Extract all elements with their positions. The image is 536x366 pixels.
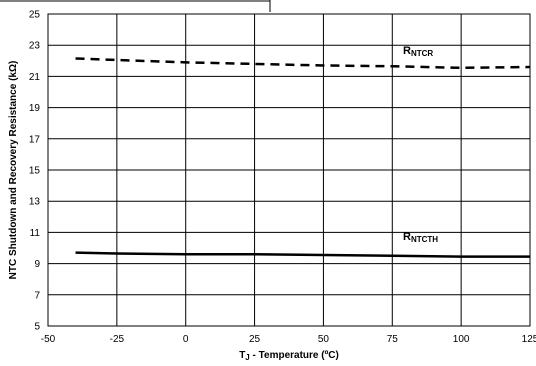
series-label-rntcth: RNTCTH bbox=[403, 231, 438, 244]
series-label-rntcth-subscript: NTCTH bbox=[411, 235, 438, 244]
x-axis-title-main: T bbox=[239, 350, 245, 361]
x-tick-label: 25 bbox=[249, 334, 261, 345]
x-tick-label: -50 bbox=[41, 334, 56, 345]
series-label-rntcth-main: R bbox=[403, 231, 411, 243]
x-tick-label: 125 bbox=[522, 334, 536, 345]
series-label-rntcr: RNTCR bbox=[403, 45, 433, 58]
y-tick-label: 25 bbox=[29, 10, 41, 21]
y-axis-title: NTC Shutdown and Recovery Resistance (kΩ… bbox=[8, 61, 19, 280]
x-tick-label: 75 bbox=[387, 334, 399, 345]
x-axis-title: TJ - Temperature (ºC) bbox=[239, 350, 339, 362]
x-axis-title-rest: - Temperature (ºC) bbox=[250, 350, 339, 361]
series-lines bbox=[75, 57, 531, 258]
x-axis-title-subscript: J bbox=[245, 353, 249, 362]
y-tick-label: 23 bbox=[29, 41, 41, 52]
y-tick-label: 13 bbox=[29, 197, 41, 208]
series-label-rntcr-main: R bbox=[403, 45, 411, 57]
x-tick-label: 50 bbox=[318, 334, 330, 345]
y-tick-label: 21 bbox=[29, 72, 41, 83]
x-tick-label: -25 bbox=[110, 334, 125, 345]
y-tick-label: 17 bbox=[29, 134, 41, 145]
y-tick-label: 11 bbox=[30, 228, 41, 239]
y-tick-label: 5 bbox=[34, 322, 40, 333]
y-tick-label: 7 bbox=[34, 290, 40, 301]
y-tick-labels: 5 7 9 11 13 15 17 19 21 23 25 bbox=[29, 10, 41, 333]
horizontal-gridlines bbox=[48, 13, 530, 327]
y-tick-label: 15 bbox=[29, 166, 41, 177]
x-tick-label: 100 bbox=[453, 334, 470, 345]
x-tick-label: 0 bbox=[183, 334, 189, 345]
y-tick-label: 19 bbox=[29, 103, 41, 114]
series-line-rntcr bbox=[75, 57, 531, 70]
series-line-rntcth bbox=[75, 251, 530, 258]
series-label-rntcr-subscript: NTCR bbox=[411, 49, 433, 58]
y-tick-label: 9 bbox=[34, 259, 40, 270]
plot-area bbox=[47, 13, 531, 327]
x-tick-labels: -50 -25 0 25 50 75 100 125 bbox=[41, 334, 536, 345]
